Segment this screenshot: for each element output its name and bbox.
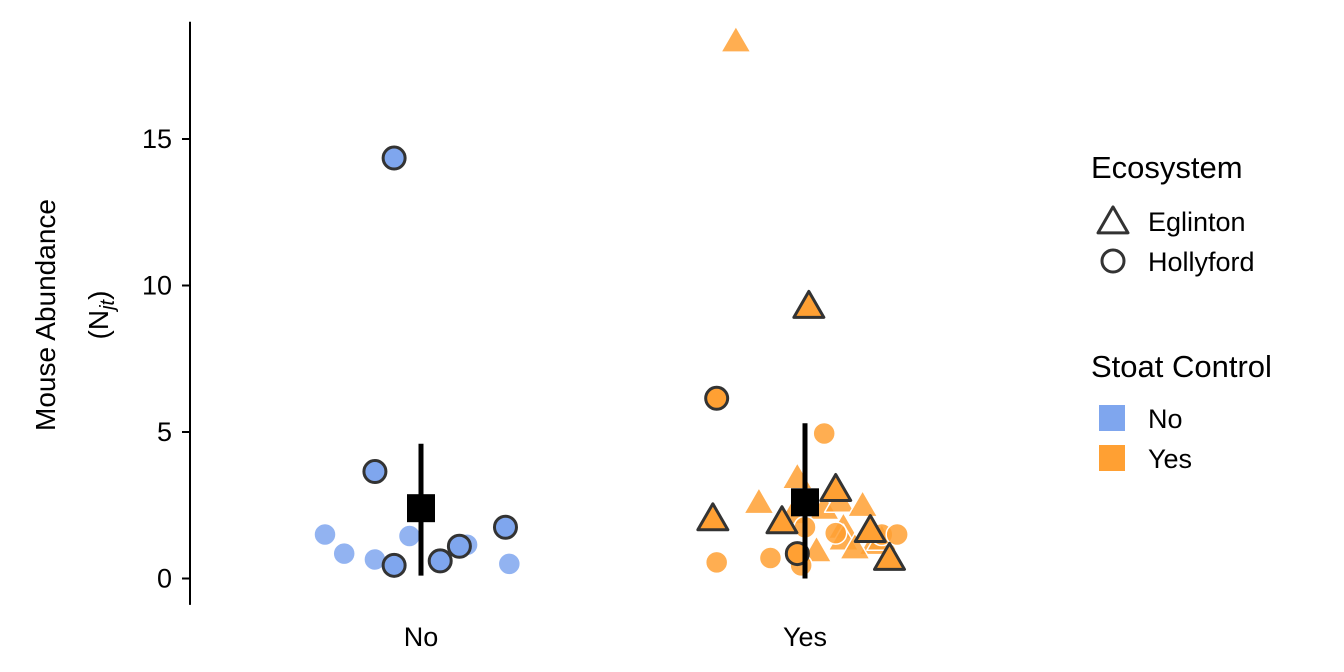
data-point-no-circle (362, 459, 388, 485)
data-point-yes-circle (704, 550, 729, 575)
legend-label-stoat-no: No (1148, 404, 1183, 434)
legend-swatch-no (1099, 405, 1125, 431)
x-tick-label: Yes (783, 622, 827, 652)
data-point-yes-triangle (846, 489, 879, 518)
legend-label-eglinton: Eglinton (1148, 207, 1246, 237)
data-point-yes-triangle (839, 532, 871, 560)
data-point-yes-circle (812, 421, 836, 446)
data-point-yes-triangle (765, 505, 799, 535)
data-point-yes-triangle (792, 289, 826, 319)
data-point-yes-triangle (853, 514, 887, 543)
data-point-yes-circle (758, 546, 783, 570)
legend-key-triangle (1096, 205, 1130, 235)
summary-mean-yes (791, 488, 819, 517)
legend-title-ecosystem: Ecosystem (1091, 150, 1243, 185)
data-point-yes-triangle (696, 502, 730, 532)
data-points (313, 25, 909, 578)
data-point-no-circle (381, 145, 407, 171)
data-point-yes-triangle (819, 472, 853, 502)
summary-markers (407, 423, 819, 579)
legend-label-hollyford: Hollyford (1148, 247, 1255, 277)
summary-mean-no (407, 494, 435, 523)
axes: 0 5 10 15 No Yes (142, 21, 827, 652)
data-point-no-circle (492, 514, 518, 540)
data-point-no-circle (381, 552, 407, 578)
legend-label-stoat-yes: Yes (1148, 444, 1192, 474)
y-axis-title: Mouse Abundance (Njt) (30, 199, 119, 431)
x-tick-label: No (404, 622, 439, 652)
data-point-no-circle (446, 533, 472, 559)
legend-key-circle (1100, 248, 1126, 274)
data-point-no-circle (397, 524, 422, 548)
y-tick-label: 0 (157, 564, 172, 594)
data-point-no-circle (427, 548, 453, 574)
y-tick-label: 5 (157, 417, 172, 447)
data-point-yes-circle (885, 522, 909, 547)
data-point-yes-circle (823, 521, 848, 545)
y-tick-label: 10 (142, 271, 172, 301)
data-point-no-circle (313, 522, 337, 547)
data-point-yes-triangle (872, 541, 906, 571)
legend-swatch-yes (1099, 445, 1125, 471)
y-axis-title-math: (Njt) (83, 291, 119, 340)
data-point-no-circle (332, 541, 356, 566)
data-point-yes-triangle (720, 25, 752, 53)
legend-title-stoat-control: Stoat Control (1091, 349, 1272, 384)
data-point-yes-circle (704, 385, 730, 411)
data-point-yes-triangle (743, 486, 775, 515)
data-point-no-circle (497, 552, 522, 576)
y-tick-label: 15 (142, 124, 172, 154)
y-axis-title-text: Mouse Abundance (30, 199, 61, 431)
legend: Ecosystem Eglinton Hollyford Stoat Control N… (1091, 150, 1272, 474)
data-point-yes-triangle (781, 462, 814, 490)
